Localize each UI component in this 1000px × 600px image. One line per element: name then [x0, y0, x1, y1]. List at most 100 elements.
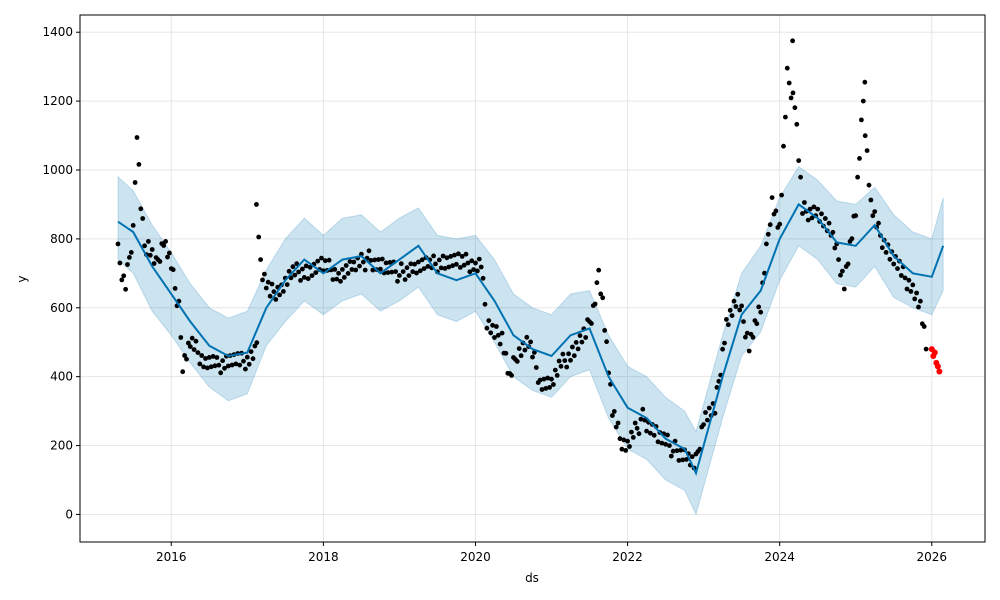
observed-point — [197, 361, 203, 367]
observed-point — [558, 363, 564, 369]
observed-point — [912, 296, 918, 302]
observed-point — [419, 257, 425, 263]
observed-point — [676, 458, 682, 463]
observed-point — [193, 338, 199, 344]
observed-point — [290, 264, 296, 270]
observed-point — [503, 350, 509, 356]
observed-point — [630, 435, 636, 440]
y-tick-label: 600 — [50, 301, 73, 315]
observed-point — [119, 277, 125, 283]
forecast-line — [117, 202, 945, 476]
observed-point — [410, 269, 416, 275]
observed-point — [258, 257, 263, 262]
observed-point — [128, 250, 134, 255]
observed-point — [397, 273, 402, 278]
observed-point — [879, 245, 885, 251]
y-tick-label: 200 — [50, 439, 73, 453]
observed-point — [167, 250, 172, 256]
observed-point — [262, 271, 267, 277]
observed-point — [788, 95, 794, 101]
observed-point — [471, 267, 476, 272]
observed-point — [475, 268, 480, 274]
observed-point — [461, 262, 467, 268]
observed-point — [378, 266, 383, 272]
observed-point — [469, 258, 475, 264]
observed-point — [440, 253, 446, 259]
observed-point — [284, 282, 290, 287]
observed-point — [147, 252, 153, 258]
observed-point — [457, 265, 463, 270]
observed-point — [862, 79, 868, 85]
observed-point — [600, 295, 606, 301]
observed-point — [305, 276, 311, 282]
observed-point — [488, 330, 494, 336]
observed-point — [254, 340, 260, 346]
observed-point — [433, 261, 438, 267]
observed-point — [786, 80, 792, 86]
observed-point — [126, 255, 132, 260]
x-tick-label: 2024 — [764, 550, 795, 564]
forecast-series — [117, 202, 945, 476]
observed-point — [494, 324, 499, 329]
observed-point — [115, 241, 121, 247]
observed-point — [260, 277, 265, 283]
observed-point — [393, 269, 398, 274]
observed-point — [509, 373, 514, 378]
observed-point — [286, 268, 292, 274]
observed-point — [615, 420, 621, 426]
observed-point — [568, 357, 573, 363]
observed-point — [248, 349, 254, 354]
observed-point — [307, 264, 313, 270]
observed-point — [744, 330, 750, 336]
observed-point — [898, 273, 904, 278]
observed-point — [309, 273, 315, 278]
observed-point — [301, 275, 307, 280]
observed-point — [680, 457, 686, 463]
observed-point — [345, 271, 351, 276]
observed-point — [406, 273, 412, 278]
observed-point — [678, 447, 684, 453]
observed-point — [701, 422, 706, 427]
observed-point — [138, 206, 144, 212]
observed-point — [729, 313, 735, 318]
observed-point — [281, 289, 286, 294]
observed-point — [214, 355, 220, 360]
recent-point — [931, 349, 938, 356]
observed-point — [902, 275, 908, 281]
observed-point — [334, 276, 340, 282]
observed-point — [735, 291, 741, 297]
observed-point — [539, 387, 545, 392]
observed-point — [436, 257, 442, 263]
observed-point — [448, 254, 454, 259]
observed-point — [319, 255, 324, 261]
observed-point — [868, 197, 874, 203]
observed-point — [522, 347, 528, 353]
observed-point — [737, 307, 743, 313]
observed-point — [632, 420, 638, 426]
observed-point — [421, 266, 427, 271]
observed-point — [161, 243, 167, 248]
observed-point — [300, 266, 305, 272]
observed-point — [807, 206, 813, 212]
observed-point — [336, 270, 341, 276]
observed-point — [265, 279, 271, 285]
observed-point — [533, 365, 539, 370]
observed-point — [655, 439, 661, 445]
observed-point — [353, 267, 359, 273]
observed-point — [758, 309, 764, 315]
observed-point — [416, 259, 421, 265]
observed-point — [212, 363, 218, 369]
observed-point — [395, 278, 400, 284]
observed-point — [452, 252, 457, 258]
observed-point — [172, 286, 178, 291]
observed-point — [731, 298, 737, 304]
y-tick-label: 1200 — [42, 94, 73, 108]
observed-point — [623, 448, 629, 453]
observed-point — [908, 289, 914, 294]
observed-point — [389, 269, 395, 275]
observed-point — [243, 366, 248, 372]
observed-point — [860, 98, 866, 104]
observed-point — [895, 266, 900, 271]
observed-point — [187, 344, 193, 349]
observed-point — [229, 362, 235, 368]
